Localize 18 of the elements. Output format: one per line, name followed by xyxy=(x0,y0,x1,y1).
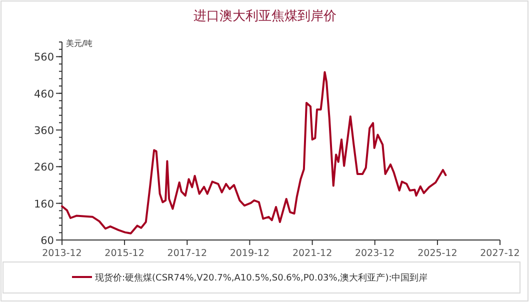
legend-label: 现货价:硬焦煤(CSR74%,V20.7%,A10.5%,S0.6%,P0.03%,澳大利亚产):中国到岸 xyxy=(95,272,428,284)
x-tick-label: 2025-12 xyxy=(418,248,458,259)
x-tick-label: 2021-12 xyxy=(292,248,332,259)
x-tick-label: 2015-12 xyxy=(104,248,144,259)
y-tick-label: 60 xyxy=(40,235,54,247)
y-tick-label: 460 xyxy=(34,88,54,100)
y-axis-title: 美元/吨 xyxy=(66,39,93,48)
y-tick-label: 260 xyxy=(34,162,54,174)
y-tick-label: 160 xyxy=(34,198,54,210)
line-series xyxy=(61,71,447,234)
x-tick-label: 2019-12 xyxy=(230,248,270,259)
y-tick-label: 360 xyxy=(34,125,54,137)
chart-title: 进口澳大利亚焦煤到岸价 xyxy=(194,9,336,24)
x-tick-label: 2023-12 xyxy=(354,248,395,259)
x-tick-label: 2013-12 xyxy=(42,248,82,259)
x-tick-label: 2017-12 xyxy=(167,248,208,259)
x-tick-label: 2027-12 xyxy=(480,248,520,259)
y-tick-label: 560 xyxy=(34,52,54,64)
